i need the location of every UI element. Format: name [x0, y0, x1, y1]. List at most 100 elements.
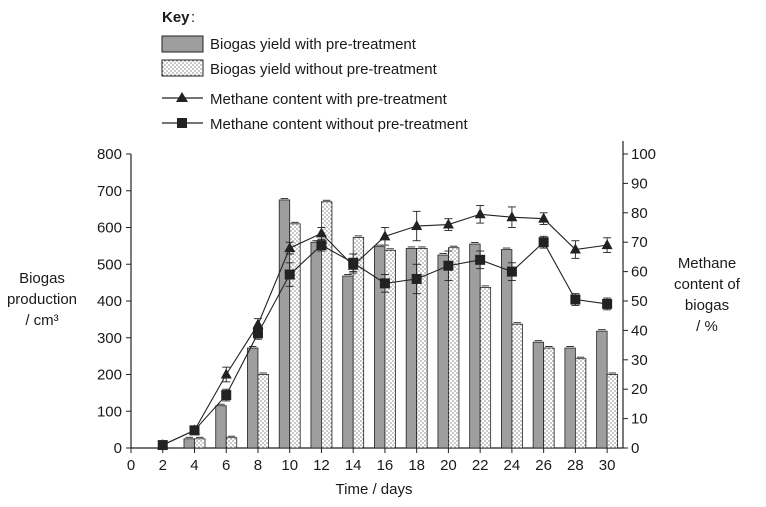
methane-point-without: [316, 240, 327, 251]
y-right-tick-label: 80: [631, 205, 648, 222]
legend-swatch-bar-with: [161, 35, 204, 53]
methane-point-without: [221, 390, 232, 401]
x-tick-label: 16: [377, 457, 394, 474]
y-left-title-line3: / cm³: [25, 312, 58, 329]
bar-without-pretreatment: [384, 249, 396, 449]
bar-with-pretreatment: [564, 347, 576, 449]
bar-without-pretreatment: [225, 437, 238, 449]
y-left-title: Biogas production / cm³: [7, 270, 77, 329]
bar-with-pretreatment: [469, 243, 481, 449]
legend-swatch-line-with: [162, 92, 203, 102]
bar-with-pretreatment: [437, 254, 449, 449]
methane-point-with: [474, 208, 486, 219]
methane-point-without: [411, 273, 422, 284]
legend-label-line-with: Methane content with pre-treatment: [210, 91, 448, 108]
legend-label-bar-without: Biogas yield without pre-treatment: [210, 61, 438, 78]
y-right-title: Methane content of biogas / %: [674, 255, 741, 335]
bar-with-pretreatment: [532, 341, 545, 449]
y-left-tick-label: 200: [97, 367, 122, 384]
methane-point-with: [315, 227, 327, 238]
methane-point-with: [506, 211, 518, 222]
bar-with-pretreatment: [310, 241, 322, 449]
y-right-tick-label: 100: [631, 146, 656, 163]
y-right-title-line3: biogas: [685, 297, 729, 314]
y-right-tick-label: 70: [631, 234, 648, 251]
bar-with-pretreatment: [215, 405, 227, 449]
y-right-tick-label: 60: [631, 264, 648, 281]
methane-point-with: [569, 243, 581, 254]
bar-without-pretreatment: [606, 374, 619, 449]
methane-point-with: [220, 368, 232, 379]
y-right-tick-label: 20: [631, 381, 648, 398]
x-tick-label: 4: [190, 457, 198, 474]
methane-point-without: [189, 425, 200, 436]
y-right-title-line4: / %: [696, 318, 718, 335]
methane-point-without: [252, 328, 263, 339]
bar-without-pretreatment: [289, 223, 301, 449]
y-right-title-line1: Methane: [678, 255, 736, 272]
y-left-tick-label: 300: [97, 330, 122, 347]
x-tick-label: 14: [345, 457, 362, 474]
y-right-tick-label: 90: [631, 175, 648, 192]
bar-without-pretreatment: [543, 347, 555, 449]
bar-with-pretreatment: [342, 275, 354, 449]
y-left-tick-label: 600: [97, 220, 122, 237]
methane-point-without: [348, 257, 359, 268]
plot-area: 0 2 4 6 8 10 12 14 16 18 20 22 24 26 28 300100200300400…: [97, 141, 656, 474]
y-right-title-line2: content of: [674, 276, 741, 293]
bar-with-pretreatment: [374, 246, 386, 449]
key-title: Key: [162, 9, 190, 26]
methane-point-with: [252, 318, 264, 329]
legend-swatch-bar-without: [161, 59, 204, 77]
methane-point-without: [506, 266, 517, 277]
x-tick-label: 18: [408, 457, 425, 474]
y-left-title-line1: Biogas: [19, 270, 65, 287]
y-left-tick-label: 500: [97, 256, 122, 273]
bar-with-pretreatment: [501, 249, 513, 449]
y-right-tick-label: 50: [631, 293, 648, 310]
methane-point-without: [570, 294, 581, 305]
bar-with-pretreatment: [247, 347, 259, 449]
bar-with-pretreatment: [596, 330, 608, 449]
bar-without-pretreatment: [321, 201, 333, 449]
x-tick-label: 6: [222, 457, 230, 474]
methane-point-with: [538, 212, 550, 223]
bar-without-pretreatment: [511, 323, 523, 449]
bar-with-pretreatment: [183, 438, 195, 449]
x-tick-label: 8: [254, 457, 262, 474]
y-left-tick-label: 700: [97, 183, 122, 200]
y-right-tick-label: 40: [631, 322, 648, 339]
y-left-title-line2: production: [7, 291, 77, 308]
methane-point-without: [157, 440, 168, 451]
y-left-tick-label: 100: [97, 403, 122, 420]
x-tick-label: 20: [440, 457, 457, 474]
x-tick-label: 2: [159, 457, 167, 474]
bar-without-pretreatment: [257, 374, 269, 449]
methane-point-without: [379, 278, 390, 289]
x-tick-label: 22: [472, 457, 489, 474]
y-left-tick-label: 400: [97, 293, 122, 310]
methane-point-with: [442, 218, 454, 229]
methane-point-without: [475, 254, 486, 265]
x-axis-title: Time / days: [336, 481, 413, 498]
y-right-tick-label: 0: [631, 440, 639, 457]
legend-swatch-line-without: [162, 118, 203, 128]
methane-point-without: [284, 269, 295, 280]
methane-point-without: [602, 298, 613, 309]
x-tick-label: 10: [281, 457, 298, 474]
x-tick-label: 12: [313, 457, 330, 474]
bar-without-pretreatment: [194, 438, 206, 449]
bar-with-pretreatment: [278, 199, 291, 449]
x-tick-label: 28: [567, 457, 584, 474]
bar-without-pretreatment: [448, 247, 460, 449]
legend-label-bar-with: Biogas yield with pre-treatment: [210, 36, 417, 53]
key-colon: :: [191, 9, 195, 26]
bar-without-pretreatment: [574, 358, 587, 449]
methane-point-without: [443, 260, 454, 271]
x-tick-label: 30: [599, 457, 616, 474]
legend-label-line-without: Methane content without pre-treatment: [210, 116, 468, 133]
y-right-tick-label: 10: [631, 411, 648, 428]
methane-point-without: [538, 237, 549, 248]
y-right-tick-label: 30: [631, 352, 648, 369]
